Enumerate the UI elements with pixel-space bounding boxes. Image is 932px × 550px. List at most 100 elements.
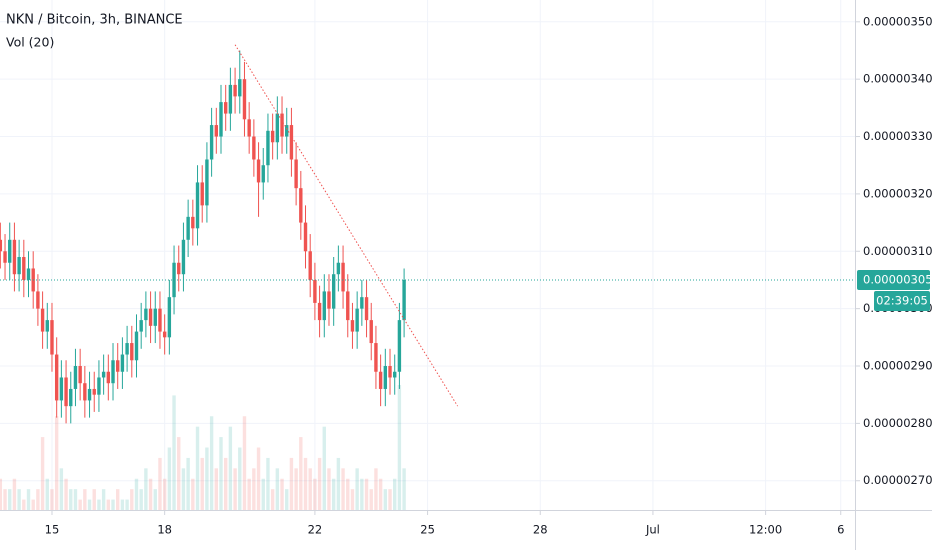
candle-body xyxy=(214,125,219,137)
volume-bar xyxy=(317,457,322,510)
volume-bar xyxy=(313,478,317,510)
volume-bar xyxy=(158,457,162,510)
x-tick-label: 15 xyxy=(45,523,60,537)
candle-body xyxy=(327,291,331,309)
volume-bar xyxy=(233,468,237,510)
volume-bar xyxy=(256,447,261,510)
candle-body xyxy=(294,159,298,189)
candle-body xyxy=(181,239,186,275)
candle-body xyxy=(331,274,336,309)
candle-body xyxy=(205,159,209,206)
candle-body xyxy=(247,119,251,137)
volume-bar xyxy=(252,468,256,510)
last-price-box xyxy=(857,269,930,290)
y-tick-label: 0.00000310 xyxy=(863,244,932,258)
volume-bar xyxy=(106,499,111,510)
volume-bar xyxy=(87,499,92,510)
y-tick-label: 0.00000270 xyxy=(863,473,932,487)
volume-bar xyxy=(383,489,388,510)
grid xyxy=(0,0,855,510)
volume-bar xyxy=(3,489,7,510)
candle-body xyxy=(158,308,162,332)
candle-body xyxy=(383,366,388,389)
candle-body xyxy=(270,130,275,143)
volume-bar xyxy=(275,468,280,510)
candle-body xyxy=(8,239,12,263)
candle-body xyxy=(266,130,270,166)
candle-body xyxy=(12,239,17,275)
volume-bar xyxy=(191,478,195,510)
candle-body xyxy=(45,320,49,332)
candle-body xyxy=(261,165,265,183)
volume-bar xyxy=(31,499,35,510)
y-tick-label: 0.00000330 xyxy=(863,129,932,143)
volume-bar xyxy=(8,489,12,510)
candle-body xyxy=(64,377,68,407)
candle-body xyxy=(40,308,45,332)
candle-body xyxy=(106,371,111,384)
volume-bar xyxy=(22,499,26,510)
volume-bar xyxy=(64,478,68,510)
candle-body xyxy=(346,291,350,321)
candle-body xyxy=(83,383,87,401)
candle-body xyxy=(59,377,64,401)
candle-body xyxy=(97,377,101,395)
candle-body xyxy=(350,320,355,332)
volume-bar xyxy=(266,457,270,510)
volume-bar xyxy=(45,478,49,510)
volume-bar xyxy=(355,468,359,510)
volume-bar xyxy=(402,468,406,510)
x-tick-label: 6 xyxy=(837,523,844,537)
x-tick-label: 22 xyxy=(308,523,323,537)
candle-body xyxy=(280,113,284,137)
candle-body xyxy=(153,308,157,326)
volume-bar xyxy=(83,489,87,510)
volume-bar xyxy=(130,489,134,510)
y-tick-label: 0.00000320 xyxy=(863,186,932,200)
candle-body xyxy=(139,320,143,332)
candle-body xyxy=(177,262,181,275)
volume-bar xyxy=(285,489,289,510)
volume-bar xyxy=(181,468,186,510)
volume-bar xyxy=(219,437,223,510)
volume-bar xyxy=(350,489,355,510)
candle-body xyxy=(223,102,228,114)
candle-body xyxy=(364,297,369,321)
volume-bar xyxy=(54,416,59,510)
candle-body xyxy=(200,182,204,206)
volume-bar xyxy=(261,478,265,510)
volume-bar xyxy=(214,468,219,510)
volume-bar xyxy=(97,499,101,510)
candle-body xyxy=(54,354,59,401)
candle-body xyxy=(116,360,120,372)
volume-bar xyxy=(186,457,190,510)
volume-bar xyxy=(397,385,402,510)
volume-bar xyxy=(299,437,303,510)
volume-bar xyxy=(172,395,176,510)
volume-bar xyxy=(294,468,298,510)
y-tick-label: 0.00000340 xyxy=(863,72,932,86)
candle-body xyxy=(50,320,54,355)
candle-layer xyxy=(0,50,406,424)
volume-bar xyxy=(341,468,345,510)
volume-bar xyxy=(134,478,139,510)
volume-bar xyxy=(369,489,373,510)
volume-bar xyxy=(69,489,73,510)
candle-body xyxy=(3,251,7,263)
volume-bar xyxy=(247,478,251,510)
volume-bar xyxy=(148,478,153,510)
volume-bar xyxy=(346,478,350,510)
candle-body xyxy=(360,297,364,309)
candle-body xyxy=(228,84,233,114)
candle-body xyxy=(355,308,359,332)
candle-body xyxy=(22,257,26,280)
volume-bar xyxy=(111,499,115,510)
volume-bar xyxy=(125,499,129,510)
x-tick-label: 28 xyxy=(533,523,548,537)
candle-body xyxy=(191,216,195,229)
candle-body xyxy=(120,354,125,372)
volume-bar xyxy=(92,489,96,510)
candle-body xyxy=(341,262,345,292)
trend-line xyxy=(234,44,459,407)
